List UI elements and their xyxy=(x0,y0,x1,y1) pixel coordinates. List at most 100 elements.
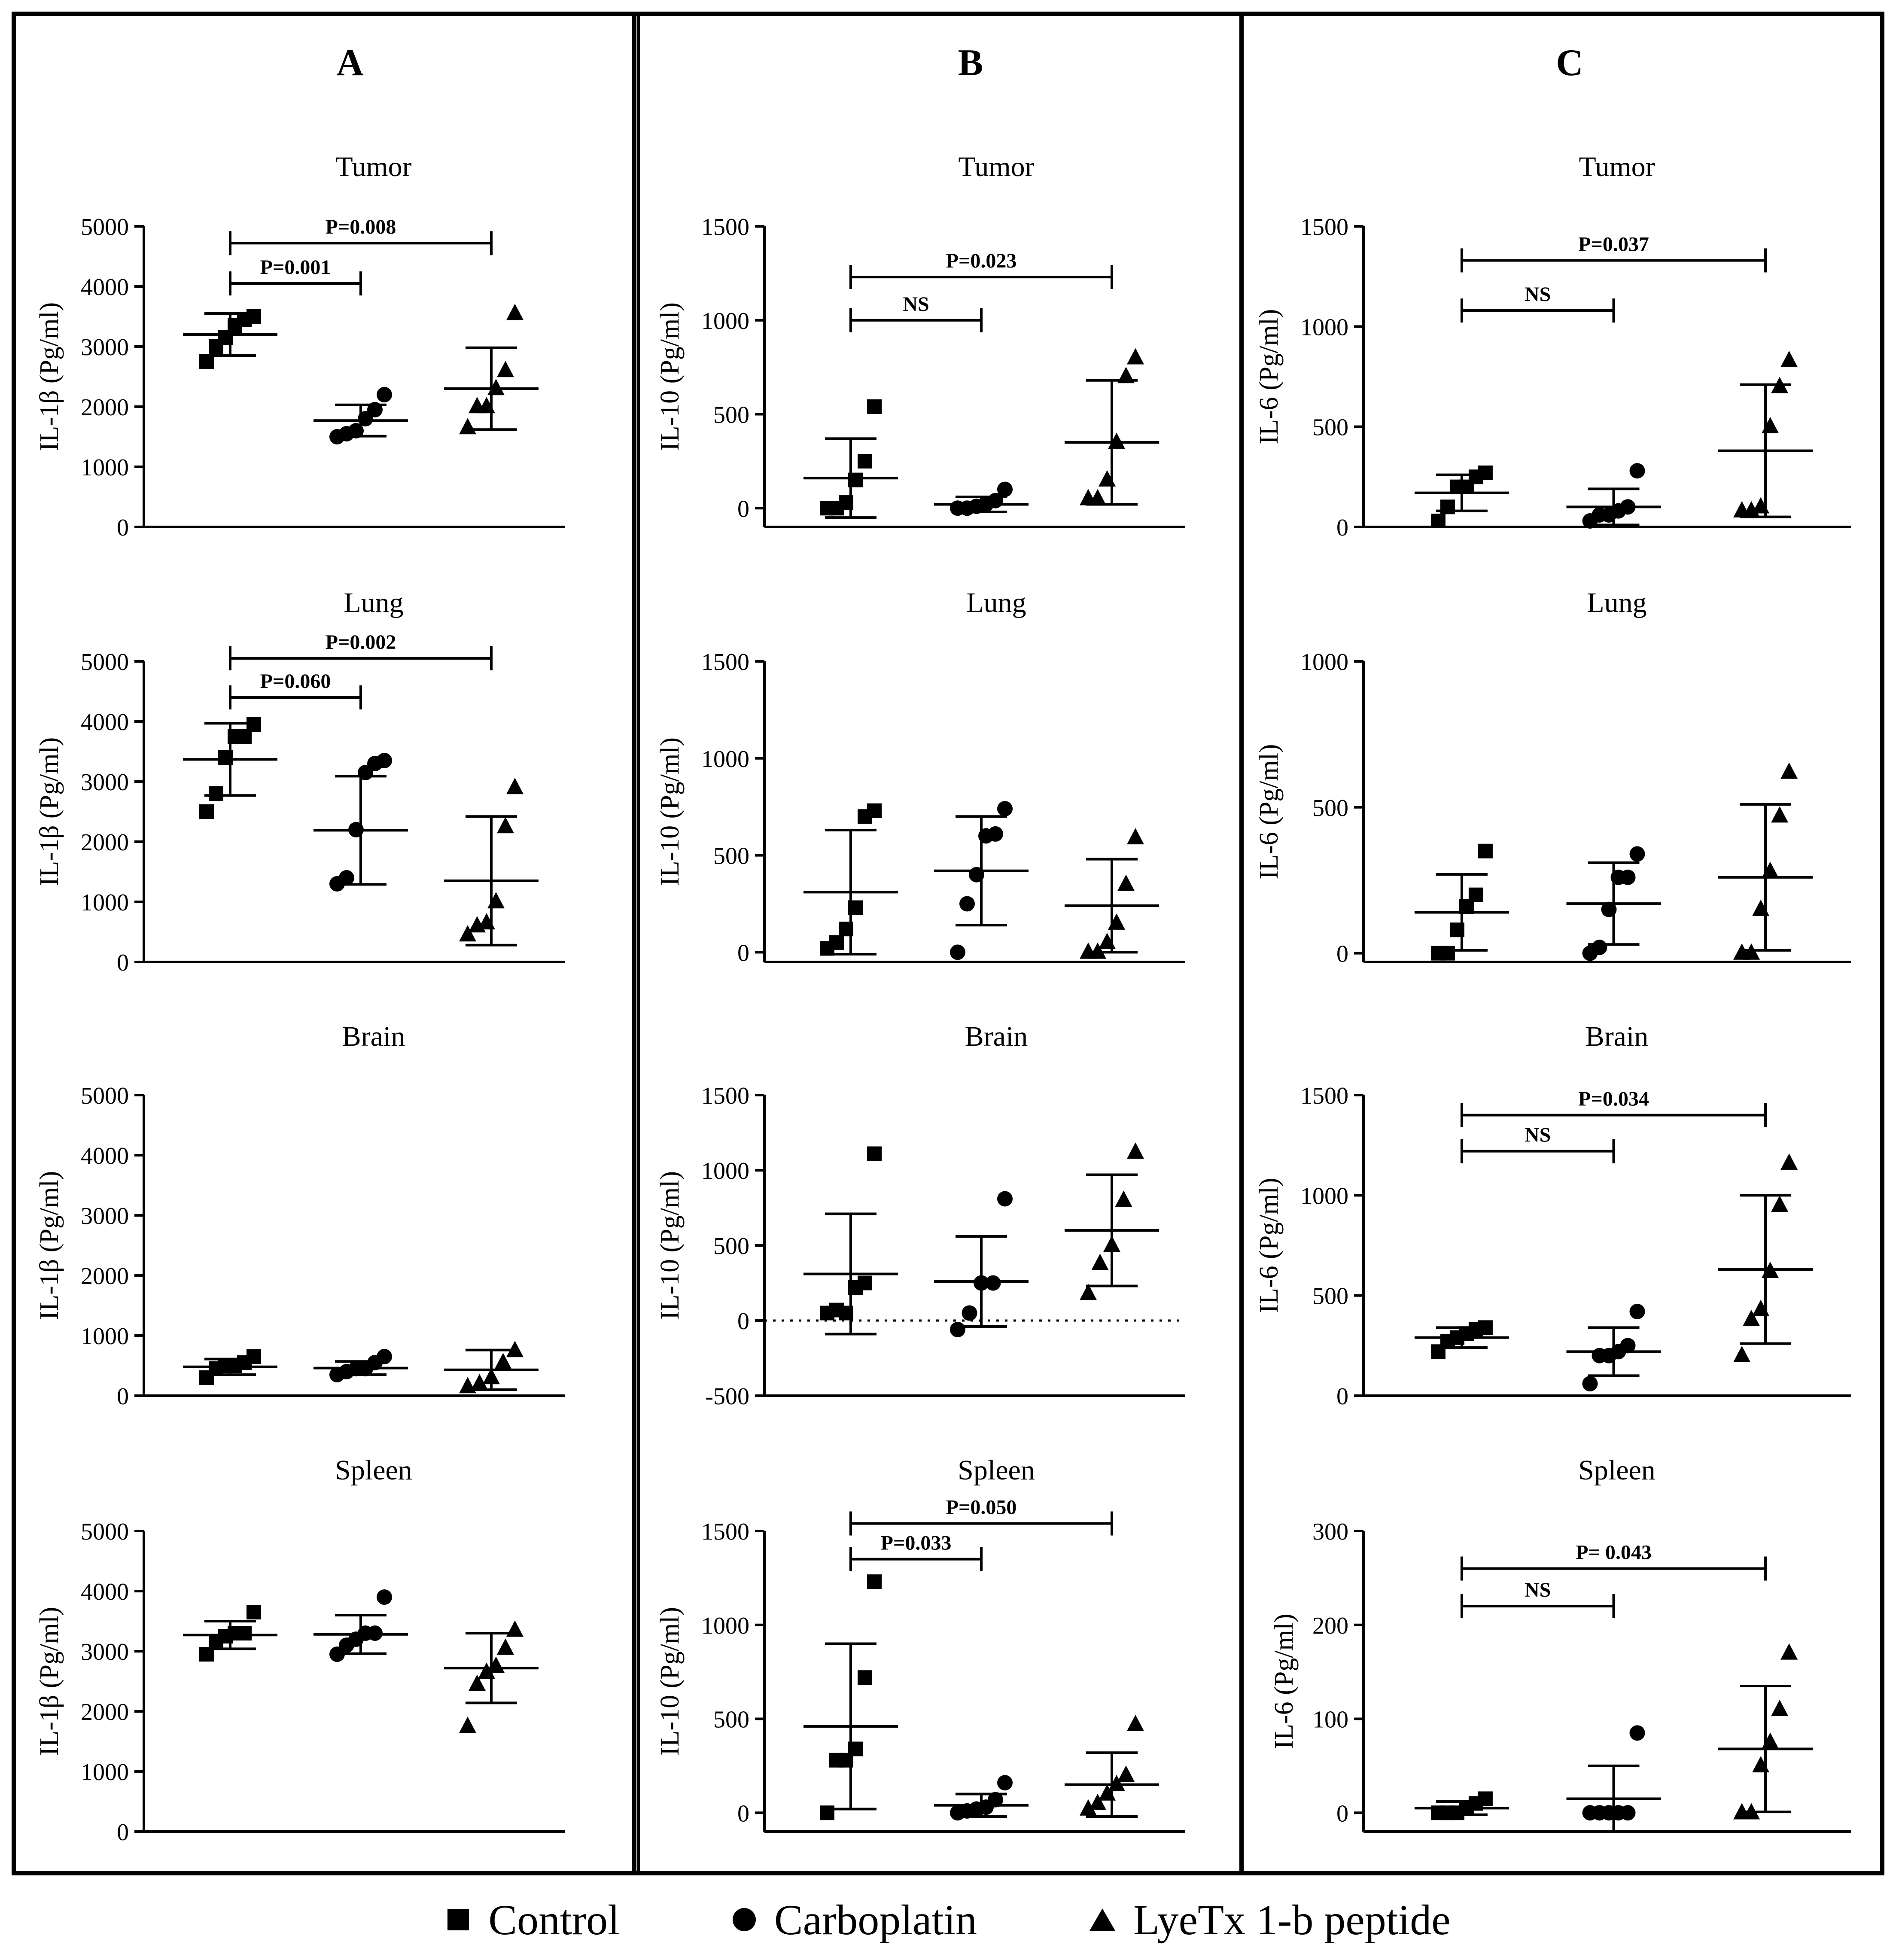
y-tick-label: 500 xyxy=(713,402,749,429)
data-point-circle xyxy=(962,1305,977,1321)
y-tick-label: 1000 xyxy=(701,1613,749,1639)
y-axis-label: IL-6 (Pg/ml) xyxy=(1254,309,1284,444)
y-tick-label: 1000 xyxy=(1300,314,1348,341)
y-tick-label: 4000 xyxy=(81,709,129,736)
data-point-circle xyxy=(997,1191,1013,1207)
group-triangle xyxy=(1065,1714,1159,1818)
y-tick-label: 1000 xyxy=(701,746,749,773)
data-point-square xyxy=(829,935,844,950)
data-point-circle xyxy=(1629,1304,1645,1319)
chart-C-spleen: Spleen 0 100 200 300 IL-6 (Pg/ml) NS P= 0.043 xyxy=(1269,1455,1851,1833)
data-point-square xyxy=(209,786,223,801)
data-point-triangle xyxy=(459,1717,476,1733)
y-tick-label: 300 xyxy=(1312,1519,1348,1545)
chart-title: Brain xyxy=(965,1021,1028,1052)
data-point-triangle xyxy=(1080,1799,1097,1816)
p-value-label: P=0.037 xyxy=(1578,233,1649,256)
group-square xyxy=(1414,1791,1509,1820)
y-tick-label: 1000 xyxy=(81,1759,129,1786)
p-value-label: NS xyxy=(1525,283,1551,306)
data-point-circle xyxy=(997,1775,1013,1791)
data-point-triangle xyxy=(497,361,514,377)
y-tick-label: 500 xyxy=(1312,795,1348,822)
y-tick-label: 0 xyxy=(117,1383,129,1410)
data-point-triangle xyxy=(1127,1714,1144,1731)
significance-bracket: P=0.023 xyxy=(849,250,1113,289)
group-circle xyxy=(1566,463,1661,529)
y-axis-label: IL-10 (Pg/ml) xyxy=(655,302,685,451)
data-point-circle xyxy=(1620,1338,1636,1354)
p-value-label: NS xyxy=(1525,1579,1551,1601)
data-point-triangle xyxy=(1771,806,1789,823)
chart-C-tumor: Tumor 0 500 1000 1500 IL-6 (Pg/ml) NS P=0.037 xyxy=(1254,151,1851,541)
data-point-triangle xyxy=(469,1674,486,1691)
group-triangle xyxy=(444,1341,539,1394)
data-point-triangle xyxy=(1115,1190,1132,1207)
data-point-triangle xyxy=(497,817,514,834)
data-point-triangle xyxy=(1080,1284,1097,1300)
data-point-circle xyxy=(377,1589,392,1605)
y-tick-label: 0 xyxy=(1336,514,1348,541)
y-tick-label: 1000 xyxy=(1300,649,1348,676)
data-point-triangle xyxy=(1780,762,1798,779)
panel-letter-B: B xyxy=(958,42,983,84)
significance-bracket: NS xyxy=(1460,283,1615,323)
data-point-triangle xyxy=(1089,489,1106,505)
y-tick-label: 1000 xyxy=(701,308,749,335)
data-point-square xyxy=(247,309,261,324)
y-tick-label: -500 xyxy=(705,1383,749,1410)
data-point-circle xyxy=(1629,846,1645,862)
y-tick-label: 500 xyxy=(713,1707,749,1733)
y-tick-label: 0 xyxy=(117,950,129,976)
significance-bracket: NS xyxy=(1460,1579,1615,1618)
data-point-triangle xyxy=(1780,1153,1798,1170)
significance-bracket: P=0.050 xyxy=(849,1496,1113,1536)
y-axis-label: IL-10 (Pg/ml) xyxy=(655,1607,685,1756)
group-circle xyxy=(934,481,1029,516)
square-icon xyxy=(447,1909,469,1930)
data-point-triangle xyxy=(506,304,523,320)
y-tick-label: 4000 xyxy=(81,1579,129,1605)
p-value-label: P=0.050 xyxy=(946,1496,1017,1519)
p-value-label: NS xyxy=(903,293,929,316)
y-tick-label: 1000 xyxy=(81,454,129,481)
y-tick-label: 5000 xyxy=(81,1083,129,1109)
chart-B-tumor: Tumor 0 500 1000 1500 IL-10 (Pg/ml) NS P=0.023 xyxy=(655,151,1185,528)
panel-letter-A: A xyxy=(336,42,364,84)
group-circle xyxy=(934,801,1029,960)
data-point-triangle xyxy=(1780,350,1798,367)
chart-title: Spleen xyxy=(1578,1455,1656,1486)
group-square xyxy=(183,309,277,369)
data-point-circle xyxy=(1582,1376,1598,1391)
data-point-circle xyxy=(1620,869,1636,885)
data-point-triangle xyxy=(1127,348,1144,365)
group-square xyxy=(1414,466,1509,528)
y-tick-label: 1500 xyxy=(1300,1083,1348,1109)
legend-label-lyetx: LyeTx 1-b peptide xyxy=(1133,1896,1451,1944)
data-point-square xyxy=(867,399,882,414)
p-value-label: P=0.001 xyxy=(260,256,331,279)
y-tick-label: 0 xyxy=(117,1819,129,1846)
legend-item-lyetx: LyeTx 1-b peptide xyxy=(1089,1895,1451,1945)
group-square xyxy=(803,1146,898,1336)
y-tick-label: 4000 xyxy=(81,274,129,301)
p-value-label: P= 0.043 xyxy=(1576,1541,1652,1564)
y-tick-label: 0 xyxy=(117,514,129,541)
group-triangle xyxy=(444,1620,539,1733)
data-point-circle xyxy=(1629,463,1645,479)
circle-icon xyxy=(732,1908,756,1931)
group-triangle xyxy=(444,304,539,435)
data-point-triangle xyxy=(1771,1195,1789,1212)
y-tick-label: 1500 xyxy=(701,1083,749,1109)
y-tick-label: 1500 xyxy=(701,1519,749,1545)
group-triangle xyxy=(1718,1643,1813,1820)
chart-title: Lung xyxy=(966,587,1026,618)
chart-title: Tumor xyxy=(335,151,411,183)
y-tick-label: 500 xyxy=(713,1233,749,1260)
y-axis-label: IL-6 (Pg/ml) xyxy=(1269,1613,1299,1749)
y-axis-label: IL-6 (Pg/ml) xyxy=(1254,744,1284,879)
y-tick-label: 3000 xyxy=(81,1639,129,1665)
p-value-label: NS xyxy=(1525,1124,1551,1147)
